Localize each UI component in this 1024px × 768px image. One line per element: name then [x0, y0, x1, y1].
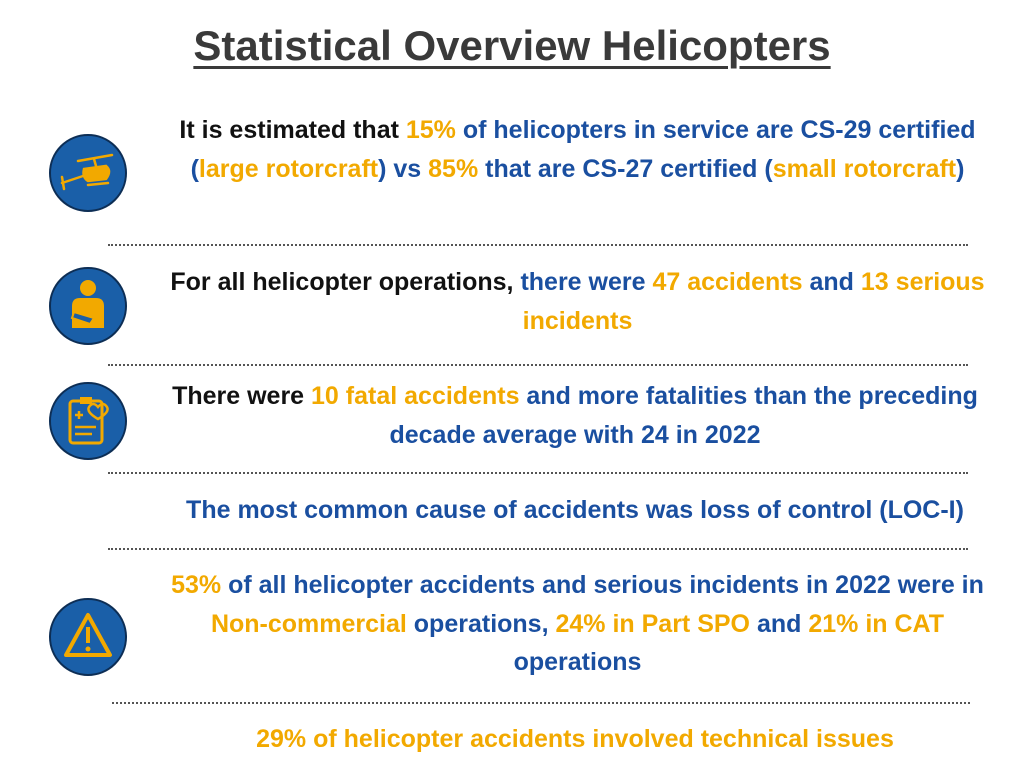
text-segment: 10 fatal accidents	[311, 382, 520, 410]
text-segment: 85%	[428, 154, 479, 183]
separator	[108, 244, 968, 246]
text-segment: 15%	[405, 116, 456, 144]
statement: It is estimated that 15% of helicopters …	[145, 111, 1010, 188]
statement: For all helicopter operations, there wer…	[145, 263, 1010, 340]
text-segment: of all helicopter accidents and serious …	[221, 571, 984, 599]
separator	[108, 548, 968, 550]
text-segment: that are CS-27 certified (	[478, 154, 773, 183]
statement: 53% of all helicopter accidents and seri…	[145, 566, 1010, 682]
text-segment: there were	[520, 268, 653, 296]
text-segment: The most common cause of accidents was l…	[186, 496, 964, 524]
text-segment: Non-commercial	[210, 609, 407, 638]
text-segment: There were	[172, 382, 312, 410]
text-segment: large rotorcraft	[198, 154, 379, 183]
text-segment: and	[750, 609, 809, 638]
text-segment: operations	[513, 648, 642, 676]
text-segment: of helicopters in service are CS-29 cert…	[190, 116, 976, 183]
text-segment: )	[956, 154, 965, 183]
injury-icon	[49, 267, 127, 345]
separator	[108, 472, 968, 474]
text-segment: 53%	[171, 571, 222, 599]
warning-icon	[49, 598, 127, 676]
text-segment: small rotorcraft	[772, 154, 957, 183]
separator	[108, 364, 968, 366]
text-segment: 24% in Part SPO	[555, 609, 751, 638]
text-segment: and	[802, 268, 861, 296]
statement: There were 10 fatal accidents and more f…	[160, 377, 990, 454]
text-segment: 13 serious incidents	[522, 268, 985, 335]
text-segment: For all helicopter operations,	[170, 268, 521, 296]
separator	[112, 702, 970, 704]
report-icon	[49, 382, 127, 460]
text-segment: ) vs	[378, 154, 429, 183]
text-segment: and more fatalities than the preceding d…	[389, 382, 978, 449]
slide-title: Statistical Overview Helicopters	[193, 22, 831, 69]
statement: 29% of helicopter accidents involved tec…	[145, 720, 1005, 759]
text-segment: 21% in CAT	[808, 609, 945, 638]
text-segment: It is estimated that	[179, 116, 406, 144]
text-segment: operations,	[406, 609, 556, 638]
text-segment: 29% of helicopter accidents involved tec…	[256, 725, 894, 753]
statement: The most common cause of accidents was l…	[140, 491, 1010, 530]
helicopter-icon	[49, 134, 127, 212]
text-segment: 47 accidents	[652, 268, 803, 296]
